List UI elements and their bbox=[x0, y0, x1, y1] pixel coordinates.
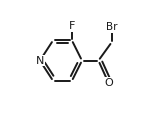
Text: N: N bbox=[36, 56, 44, 66]
Text: F: F bbox=[69, 21, 75, 31]
Text: O: O bbox=[104, 78, 113, 88]
Text: Br: Br bbox=[106, 22, 117, 32]
